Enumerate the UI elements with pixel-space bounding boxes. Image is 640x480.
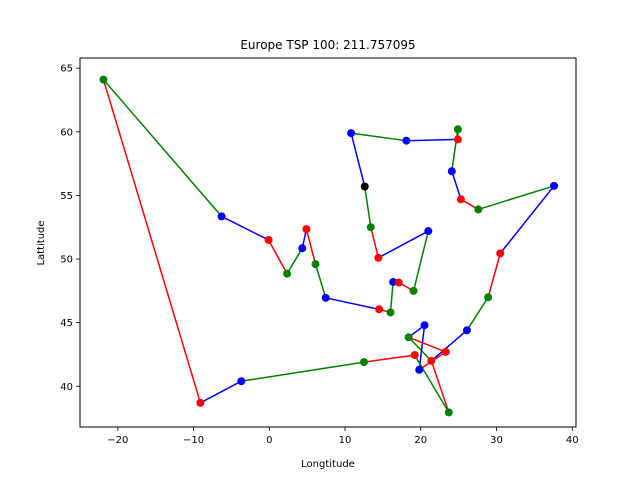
route-segment xyxy=(405,138,459,142)
route-segment xyxy=(305,228,317,266)
city-point xyxy=(283,269,292,278)
route-segment xyxy=(430,329,469,362)
city-point xyxy=(302,225,311,234)
city-point xyxy=(99,75,108,84)
route-segment xyxy=(369,226,380,259)
x-tick-label: 30 xyxy=(490,435,503,446)
city-point xyxy=(237,377,246,386)
route-segment xyxy=(102,78,223,218)
y-tick-label: 45 xyxy=(60,318,73,329)
city-point xyxy=(298,244,307,253)
chart-title: Europe TSP 100: 211.757095 xyxy=(240,38,415,52)
city-point xyxy=(474,205,483,214)
y-tick-label: 50 xyxy=(60,255,73,266)
route-segment xyxy=(465,296,490,332)
city-point xyxy=(264,235,273,244)
y-tick-label: 40 xyxy=(60,382,73,393)
x-axis-label: Longtitude xyxy=(301,459,355,470)
y-tick-label: 65 xyxy=(60,64,73,75)
axes-frame xyxy=(79,57,577,428)
x-tick-label: 0 xyxy=(266,435,272,446)
route-segment xyxy=(286,247,304,275)
city-point xyxy=(550,181,559,190)
city-point xyxy=(311,260,320,269)
city-point xyxy=(462,326,471,335)
x-tick-label: 10 xyxy=(339,435,352,446)
city-point xyxy=(444,408,453,417)
city-point xyxy=(217,212,226,221)
route-segment xyxy=(102,78,202,404)
axis-ticks: −20 −10 0 10 20 30 40 40 45 50 55 60 65 xyxy=(60,64,578,446)
y-tick-label: 60 xyxy=(60,127,73,138)
route-segment xyxy=(363,354,416,363)
city-point xyxy=(453,125,462,134)
route-segment xyxy=(199,380,243,404)
city-point xyxy=(427,356,436,365)
city-point xyxy=(496,249,505,258)
route-segment xyxy=(314,263,327,299)
plot-area xyxy=(99,75,559,417)
city-point xyxy=(441,347,450,356)
city-point xyxy=(321,293,330,302)
x-tick-label: −20 xyxy=(107,435,128,446)
route-segment xyxy=(407,336,447,353)
x-tick-label: 40 xyxy=(566,435,579,446)
route-segment xyxy=(377,230,430,259)
x-tick-label: −10 xyxy=(183,435,204,446)
city-point xyxy=(420,321,429,330)
route-segment xyxy=(499,184,556,255)
city-point xyxy=(386,308,395,317)
city-point xyxy=(447,167,456,176)
city-point xyxy=(453,135,462,144)
route-segment xyxy=(450,170,462,201)
city-point xyxy=(366,223,375,232)
city-point xyxy=(196,398,205,407)
city-point xyxy=(359,358,368,367)
city-point xyxy=(410,351,419,360)
route-segment xyxy=(418,324,426,371)
city-point xyxy=(424,227,433,236)
city-point xyxy=(394,278,403,287)
city-point xyxy=(347,129,356,138)
route-segment xyxy=(407,336,433,362)
route-segment xyxy=(350,132,366,188)
route-segment xyxy=(412,230,430,292)
city-point xyxy=(456,195,465,204)
route-segment xyxy=(477,184,555,211)
route-segment xyxy=(430,359,450,414)
route-segment xyxy=(267,238,289,275)
city-point xyxy=(484,293,493,302)
start-city-point xyxy=(360,182,369,191)
y-axis-label: Lattitude xyxy=(36,220,47,265)
route-segment xyxy=(363,185,372,229)
city-point xyxy=(409,286,418,295)
route-segment xyxy=(413,354,450,414)
x-tick-label: 20 xyxy=(414,435,427,446)
city-point xyxy=(374,253,383,262)
y-tick-label: 55 xyxy=(60,191,73,202)
route-segment xyxy=(350,132,408,142)
route-segment xyxy=(220,215,270,241)
city-point xyxy=(402,136,411,145)
route-segment xyxy=(324,296,381,311)
route-segment xyxy=(487,252,502,299)
city-point xyxy=(415,365,424,374)
city-point xyxy=(404,333,413,342)
route-segment xyxy=(240,361,365,383)
city-point xyxy=(375,305,384,314)
route-segment xyxy=(389,281,394,314)
